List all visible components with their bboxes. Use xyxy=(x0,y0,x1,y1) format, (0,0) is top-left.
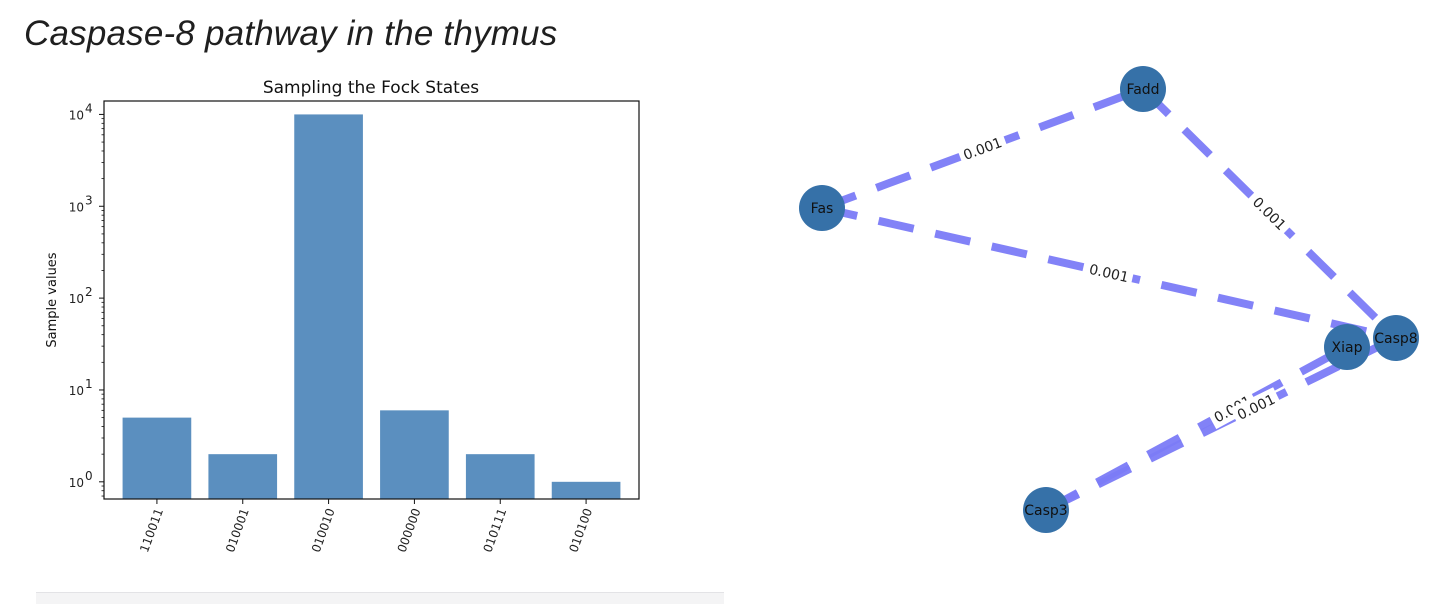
edge-label-bg xyxy=(956,130,1009,167)
bar-010001 xyxy=(208,454,278,499)
bar-010010 xyxy=(294,114,363,500)
output-cell-strip xyxy=(36,592,724,604)
plot-frame xyxy=(103,100,640,500)
bar-000000 xyxy=(380,410,449,499)
node-label-casp3: Casp3 xyxy=(1024,503,1067,519)
node-label-fas: Fas xyxy=(811,201,834,217)
node-casp8 xyxy=(1373,315,1419,361)
page-title: Caspase-8 pathway in the thymus xyxy=(24,14,558,53)
edge-casp3-xiap xyxy=(1044,343,1349,514)
y-tick-label: 10 xyxy=(69,384,84,398)
bar-010100 xyxy=(551,481,621,499)
node-label-casp8: Casp8 xyxy=(1374,331,1417,347)
edges-layer xyxy=(820,85,1399,514)
y-tick-exponent: 1 xyxy=(85,377,93,391)
edge-labels-layer: 0.0010.0010.0010.0010.001 xyxy=(956,130,1294,430)
node-label-fadd: Fadd xyxy=(1126,82,1159,98)
y-tick-exponent: 3 xyxy=(85,193,93,207)
y-tick-label: 10 xyxy=(69,108,84,122)
y-tick-label: 10 xyxy=(69,476,84,490)
y-tick-exponent: 0 xyxy=(85,469,93,483)
node-fas xyxy=(799,185,845,231)
y-tick-exponent: 2 xyxy=(85,285,93,299)
nodes-layer: Fadd Fas Casp8 Xiap Casp3 xyxy=(799,66,1419,533)
edge-label-bg xyxy=(1245,189,1294,238)
edge-label-bg xyxy=(1083,257,1135,289)
y-tick-label: 10 xyxy=(69,292,84,306)
node-casp3 xyxy=(1023,487,1069,533)
y-tick-label: 10 xyxy=(69,200,84,214)
edge-label-bg xyxy=(1230,387,1282,427)
bar-chart: Sampling the Fock States Sample values 1… xyxy=(45,78,640,554)
bar-110011 xyxy=(122,417,192,499)
node-xiap xyxy=(1324,324,1370,370)
y-tick-exponent: 4 xyxy=(85,101,93,115)
chart-title: Sampling the Fock States xyxy=(263,78,479,98)
bar-010111 xyxy=(465,454,535,499)
y-axis-label: Sample values xyxy=(45,252,60,347)
node-label-xiap: Xiap xyxy=(1332,340,1363,356)
node-fadd xyxy=(1120,66,1166,112)
bars-layer xyxy=(122,114,621,500)
